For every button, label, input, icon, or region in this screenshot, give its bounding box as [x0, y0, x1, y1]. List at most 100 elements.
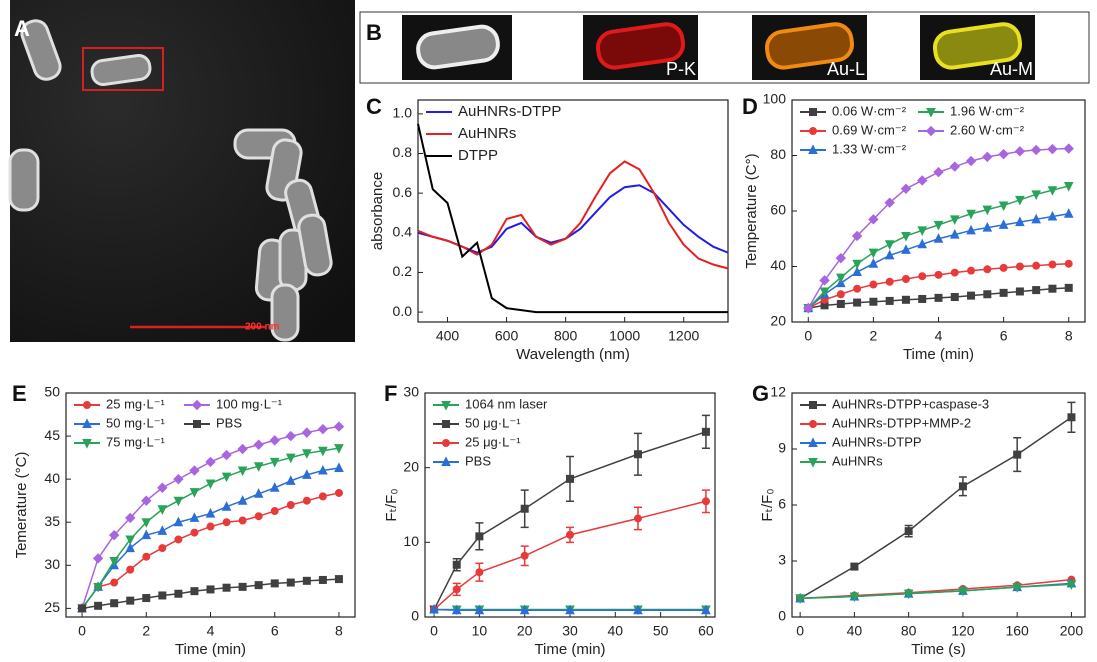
marker: [1015, 262, 1024, 271]
x-tick-label: 120: [951, 623, 975, 639]
series-line: [799, 416, 1072, 599]
marker: [998, 201, 1009, 212]
marker: [1064, 259, 1073, 268]
panel-a: 200 nm A: [8, 0, 355, 342]
marker: [285, 430, 296, 442]
legend-label: 0.06 W·cm⁻²: [832, 103, 907, 118]
marker: [934, 293, 943, 302]
y-axis-title: Fₜ/F₀: [383, 488, 400, 521]
marker: [999, 288, 1008, 297]
panel-label: E: [12, 381, 27, 406]
marker: [966, 224, 976, 235]
marker: [158, 544, 167, 553]
marker: [238, 582, 247, 591]
rod: [595, 22, 686, 70]
legend-label: AuHNRs-DTPP: [832, 434, 922, 449]
marker: [633, 604, 643, 615]
y-tick-label: 60: [770, 202, 786, 218]
x-tick-label: 2: [142, 623, 150, 639]
marker: [302, 449, 312, 459]
marker: [903, 589, 914, 600]
scale-bar-label: 200 nm: [245, 322, 280, 333]
y-tick-label: 0.2: [393, 263, 413, 279]
legend-marker: [442, 439, 450, 447]
marker: [949, 215, 960, 225]
series-line: [800, 578, 1072, 600]
marker: [237, 495, 248, 505]
panel-label: D: [742, 94, 758, 119]
marker: [950, 268, 959, 277]
marker: [869, 280, 878, 289]
marker: [475, 568, 484, 577]
marker: [795, 594, 805, 604]
marker: [901, 231, 911, 242]
marker: [205, 507, 216, 518]
marker: [967, 266, 976, 275]
x-tick-label: 20: [517, 623, 533, 639]
marker: [125, 535, 136, 546]
marker: [967, 291, 976, 300]
y-tick-label: 0: [778, 608, 786, 624]
marker: [269, 457, 280, 468]
marker: [189, 512, 200, 522]
marker: [301, 427, 313, 438]
legend-marker: [441, 456, 451, 466]
marker: [1047, 186, 1058, 196]
panel-b: B P-K Au-L Au-M: [359, 11, 1090, 84]
legend-label: AuHNRs-DTPP: [458, 103, 561, 120]
marker: [950, 293, 959, 302]
marker: [1015, 287, 1024, 296]
marker: [565, 604, 575, 615]
y-tick-label: 45: [44, 427, 60, 443]
series-line: [433, 500, 707, 611]
marker: [949, 228, 960, 239]
marker: [302, 469, 312, 479]
y-axis-title: Fₜ/F₀: [759, 488, 776, 521]
panel-label: B: [366, 20, 382, 45]
marker: [221, 449, 232, 461]
x-tick-label: 80: [901, 623, 917, 639]
marker: [1032, 286, 1041, 295]
x-tick-label: 60: [698, 623, 714, 639]
y-tick-label: 0.6: [393, 184, 413, 200]
marker: [983, 265, 992, 274]
marker: [949, 161, 960, 172]
marker: [334, 462, 344, 472]
marker: [868, 248, 879, 259]
marker: [1014, 146, 1026, 157]
marker: [983, 290, 992, 299]
legend-marker: [809, 127, 817, 135]
marker: [884, 240, 895, 250]
marker: [851, 230, 863, 242]
marker: [334, 488, 343, 497]
marker: [157, 525, 168, 535]
marker: [142, 552, 151, 561]
marker: [1067, 413, 1076, 422]
marker: [1031, 213, 1041, 224]
marker: [520, 504, 529, 513]
x-axis-title: Time (s): [911, 641, 965, 658]
marker: [269, 482, 280, 492]
marker: [853, 298, 862, 307]
marker: [333, 421, 345, 432]
rod: [932, 22, 1023, 70]
marker: [852, 266, 862, 277]
chart: 20 40 60 80 100 0 2 4 6 8 Time (min) Temperature (C…: [742, 91, 1086, 363]
marker: [701, 497, 710, 506]
marker: [836, 273, 846, 284]
chart: 0 10 20 30 0 10 20 30 40 50 60 Time (min) Fₜ/F₀ F 1064…: [383, 381, 716, 658]
marker: [884, 197, 895, 208]
x-tick-label: 2: [869, 328, 877, 344]
marker: [173, 473, 184, 485]
legend-label: 50 μg·L⁻¹: [465, 415, 521, 430]
legend-marker: [82, 418, 92, 428]
legend-label: AuHNRs: [458, 125, 516, 142]
marker: [869, 297, 878, 306]
marker: [933, 220, 944, 231]
marker: [318, 492, 327, 501]
marker: [174, 535, 183, 544]
marker: [803, 302, 814, 314]
marker: [78, 604, 87, 613]
marker: [475, 532, 484, 541]
marker: [190, 587, 199, 596]
